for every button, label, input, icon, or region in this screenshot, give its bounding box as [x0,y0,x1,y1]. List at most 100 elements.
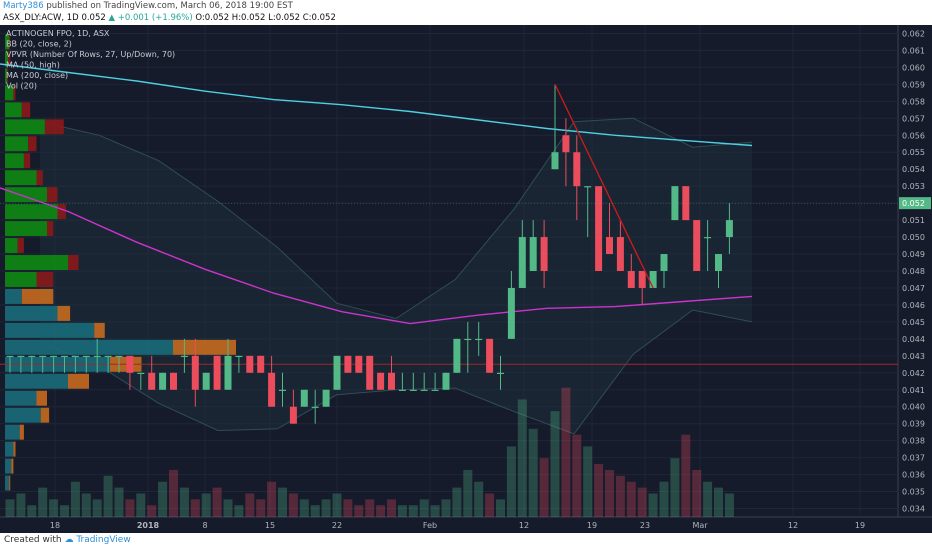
candle[interactable] [638,271,646,305]
candle[interactable] [431,372,439,391]
candle[interactable] [715,254,722,288]
candle[interactable] [649,271,657,288]
candle-body [71,355,79,358]
candle[interactable] [507,271,515,339]
candle[interactable] [333,355,341,390]
candle[interactable] [224,338,232,390]
candle[interactable] [115,355,123,373]
candle[interactable] [213,355,221,390]
candle[interactable] [148,355,156,390]
candle[interactable] [191,338,199,407]
volume-bar [637,487,647,517]
candle[interactable] [289,389,297,424]
candle[interactable] [126,355,134,390]
candle[interactable] [725,203,733,255]
candle[interactable] [497,355,504,390]
candle[interactable] [82,355,90,373]
candle[interactable] [170,372,177,390]
candle[interactable] [344,355,352,373]
candle[interactable] [246,355,254,373]
candle[interactable] [398,372,406,391]
publisher-username[interactable]: Marty386 [3,1,44,11]
footer: Created with ☁ TradingView [4,535,131,545]
candle-body [715,254,722,271]
indicator-label[interactable]: MA (50, high) [6,61,60,70]
candle-body [507,287,515,339]
vpvr-down-bar [36,390,47,406]
candle-body [191,355,199,390]
candle-body [17,355,25,358]
indicator-label[interactable]: BB (20, close, 2) [6,40,72,49]
candle[interactable] [50,355,58,373]
vpvr-up-bar [5,221,47,237]
candle[interactable] [562,118,570,187]
price-chart[interactable]: 0.062 0.061 0.060 0.059 0.058 0.057 0.056 0.055… [0,25,932,533]
candle[interactable] [279,372,286,407]
candle[interactable] [486,338,494,373]
candle[interactable] [518,220,526,288]
candle[interactable] [159,372,167,390]
volume-bar [724,493,734,517]
candle[interactable] [475,321,483,356]
candle[interactable] [202,372,210,390]
candle-body [388,372,395,390]
indicator-label[interactable]: ACTINOGEN FPO, 1D, ASX [6,29,110,38]
candle[interactable] [257,355,265,373]
candle[interactable] [71,355,79,373]
candle[interactable] [104,355,112,373]
candle[interactable] [322,389,330,407]
candle[interactable] [573,135,581,221]
candle[interactable] [627,254,635,288]
candle[interactable] [671,186,679,221]
candle[interactable] [442,372,450,390]
candle[interactable] [137,372,145,390]
candle[interactable] [235,355,243,373]
volume-bar [223,499,233,517]
candle[interactable] [551,84,559,170]
candle[interactable] [704,220,712,271]
candle[interactable] [366,355,374,390]
candle[interactable] [388,355,395,390]
candle[interactable] [355,355,363,373]
candle[interactable] [311,389,319,424]
candle[interactable] [420,372,428,391]
candle[interactable] [17,355,25,373]
candle[interactable] [453,338,461,373]
indicator-label[interactable]: MA (200, close) [6,71,68,80]
indicator-label[interactable]: Vol (20) [6,82,37,91]
candle[interactable] [616,220,624,271]
candle[interactable] [464,321,472,373]
candle[interactable] [268,355,276,407]
price-tick-label: 0.046 [902,301,925,310]
candle[interactable] [93,338,101,373]
price-tick-label: 0.039 [902,420,925,429]
candle[interactable] [6,355,14,373]
vpvr-up-bar [5,119,45,135]
candle[interactable] [682,186,690,221]
bb-upper-line [39,117,753,320]
trendline[interactable] [554,84,654,289]
candle[interactable] [693,220,701,271]
candle[interactable] [61,355,68,373]
vpvr-down-bar [68,373,89,389]
candle[interactable] [28,355,36,373]
last-price-tag-label: 0.052 [902,199,925,208]
candle-body [497,372,504,374]
candle[interactable] [377,372,385,390]
candle[interactable] [606,203,613,255]
candle[interactable] [39,355,47,373]
volume-bars [5,387,734,517]
candle[interactable] [584,186,592,238]
candle[interactable] [180,338,188,373]
tradingview-link[interactable]: TradingView [76,535,131,545]
candle[interactable] [660,254,668,288]
candle[interactable] [529,220,537,271]
candle[interactable] [409,372,417,391]
price-tick-label: 0.058 [902,97,925,106]
candle[interactable] [300,389,308,407]
candle[interactable] [540,220,548,288]
indicator-label[interactable]: VPVR (Number Of Rows, 27, Up/Down, 70) [6,50,175,59]
volume-bar [169,469,178,517]
vpvr-down-bar [44,119,64,135]
candle[interactable] [595,186,603,271]
